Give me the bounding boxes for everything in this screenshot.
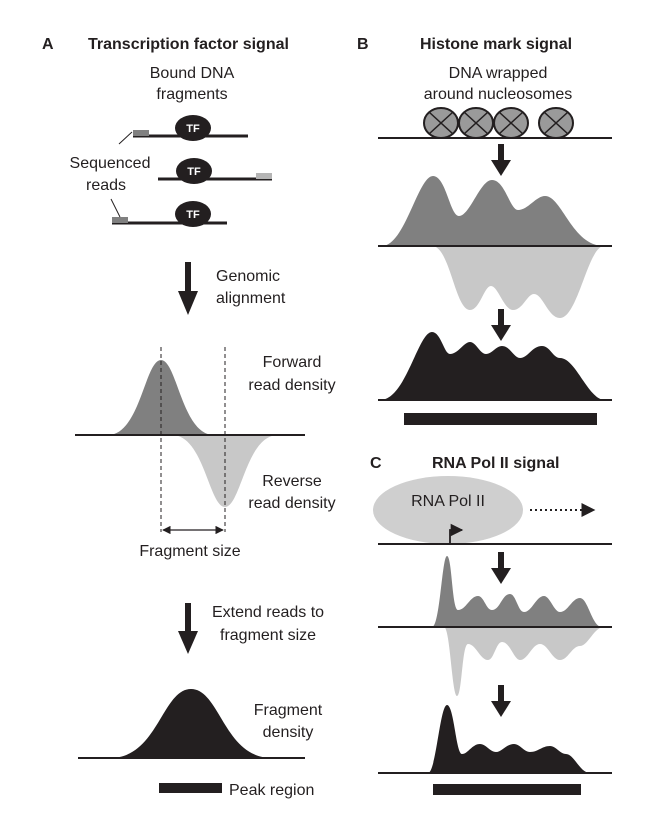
nucleosome-4 — [538, 107, 574, 139]
nucleosome-2 — [458, 107, 494, 139]
bound-fragment-2: TF — [158, 158, 272, 184]
tf-label-1: TF — [186, 123, 200, 135]
reverse-read-density-curve — [172, 435, 278, 507]
genomic-alignment-label-line2: alignment — [216, 290, 286, 307]
fragment-density-label-line1: Fragment — [254, 702, 323, 719]
arrow-b2 — [491, 309, 511, 341]
dna-wrapped-label-line2: around nucleosomes — [424, 86, 573, 103]
polii-reverse-density-curve — [444, 627, 604, 696]
tf-label-3: TF — [186, 209, 200, 221]
panel-c-letter: C — [370, 455, 382, 472]
panel-a-letter: A — [42, 36, 54, 53]
polii-combined-density-curve — [428, 705, 590, 773]
genomic-alignment-label-line1: Genomic — [216, 268, 280, 285]
reverse-density-label-line1: Reverse — [262, 473, 322, 490]
tf-protein-1 — [175, 115, 211, 141]
sequenced-read-3 — [112, 217, 128, 223]
histone-combined-density-curve — [380, 332, 605, 400]
tss-arrow-icon — [449, 523, 464, 544]
histone-reverse-density-curve — [432, 246, 604, 318]
arrow-c1 — [491, 552, 511, 584]
sequenced-reads-label-line1: Sequenced — [70, 155, 151, 172]
fragment-size-label: Fragment size — [139, 543, 240, 560]
panel-c: C RNA Pol II signal RNA Pol II — [370, 455, 612, 795]
bound-dna-label-line2: fragments — [156, 86, 227, 103]
sequenced-reads-label-line2: reads — [86, 177, 126, 194]
nucleosome-1 — [423, 107, 459, 139]
panel-b: B Histone mark signal DNA wrapped around… — [357, 36, 612, 425]
extend-reads-label-line1: Extend reads to — [212, 604, 324, 621]
peak-region-bar-b — [404, 413, 597, 425]
polii-forward-density-curve — [432, 556, 602, 627]
histone-forward-density-curve — [382, 176, 604, 246]
forward-density-label-line1: Forward — [263, 354, 322, 371]
panel-a: A Transcription factor signal Bound DNA … — [42, 36, 336, 799]
dna-wrapped-label-line1: DNA wrapped — [449, 65, 548, 82]
rna-pol-ii-label: RNA Pol II — [411, 493, 485, 510]
tf-protein-3 — [175, 201, 211, 227]
peak-region-label: Peak region — [229, 782, 314, 799]
genomic-alignment-arrow — [178, 262, 198, 315]
nucleosome-3 — [493, 107, 529, 139]
forward-density-label-line2: read density — [248, 377, 335, 394]
fragment-density-label-line2: density — [263, 724, 314, 741]
sequenced-reads-pointer-1 — [118, 131, 133, 145]
sequenced-read-2 — [256, 173, 272, 179]
bound-fragment-1: TF — [133, 115, 248, 141]
sequenced-reads-pointer-2 — [110, 198, 121, 218]
panel-a-title: Transcription factor signal — [88, 36, 289, 53]
panel-b-title: Histone mark signal — [420, 36, 572, 53]
extend-reads-arrow — [178, 603, 198, 654]
panel-b-letter: B — [357, 36, 369, 53]
arrow-c2 — [491, 685, 511, 717]
fragment-density-curve — [110, 689, 272, 758]
extend-reads-label-line2: fragment size — [220, 627, 316, 644]
peak-region-bar-a — [159, 783, 222, 793]
sequenced-read-1 — [133, 130, 149, 136]
tf-protein-2 — [176, 158, 212, 184]
bound-dna-label-line1: Bound DNA — [150, 65, 235, 82]
tf-label-2: TF — [187, 166, 201, 178]
arrow-b1 — [491, 144, 511, 176]
rna-pol-ii-complex — [373, 476, 523, 544]
reverse-density-label-line2: read density — [248, 495, 335, 512]
panel-c-title: RNA Pol II signal — [432, 455, 559, 472]
bound-fragment-3: TF — [112, 201, 227, 227]
peak-region-bar-c — [433, 784, 581, 795]
